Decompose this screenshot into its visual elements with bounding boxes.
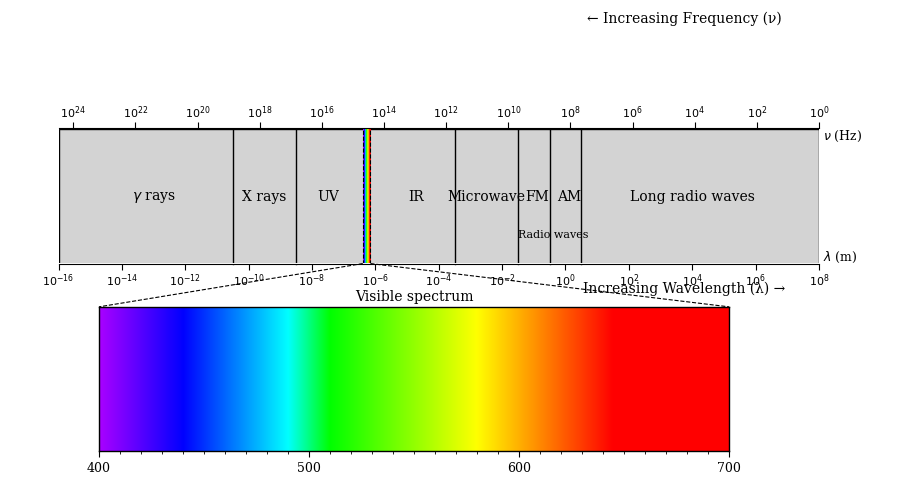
Text: Increasing Wavelength (λ) →: Increasing Wavelength (λ) → bbox=[583, 281, 785, 295]
Text: FM: FM bbox=[525, 190, 549, 204]
Text: X rays: X rays bbox=[242, 190, 287, 204]
Text: IR: IR bbox=[409, 190, 425, 204]
Text: $\lambda$ (m): $\lambda$ (m) bbox=[823, 249, 858, 264]
Text: Long radio waves: Long radio waves bbox=[630, 190, 755, 204]
Text: $\nu$ (Hz): $\nu$ (Hz) bbox=[823, 129, 862, 144]
Text: $\gamma$ rays: $\gamma$ rays bbox=[131, 189, 176, 204]
Text: AM: AM bbox=[556, 190, 581, 204]
Text: Microwave: Microwave bbox=[447, 190, 526, 204]
Text: ← Increasing Frequency (ν): ← Increasing Frequency (ν) bbox=[587, 12, 781, 26]
Text: Radio waves: Radio waves bbox=[518, 229, 588, 240]
Text: Visible spectrum: Visible spectrum bbox=[355, 289, 473, 303]
Text: UV: UV bbox=[317, 190, 338, 204]
